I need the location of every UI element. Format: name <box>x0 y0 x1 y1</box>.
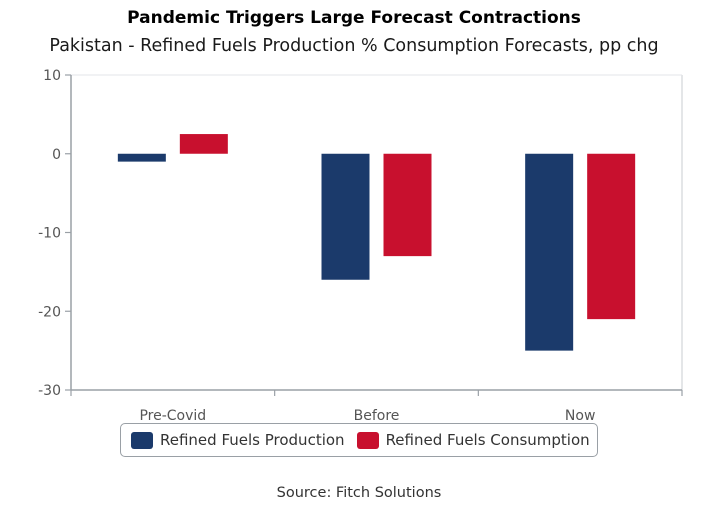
legend-label-production: Refined Fuels Production <box>160 431 345 449</box>
chart-legend: Refined Fuels Production Refined Fuels C… <box>120 423 598 457</box>
y-tick-label: -30 <box>38 383 61 399</box>
legend-swatch-production <box>131 431 153 449</box>
chart-title: Pandemic Triggers Large Forecast Contrac… <box>127 8 581 28</box>
legend-label-consumption: Refined Fuels Consumption <box>385 431 590 449</box>
legend-item-production: Refined Fuels Production <box>131 431 345 449</box>
y-tick-label: -10 <box>38 226 61 242</box>
y-tick-label: 0 <box>52 147 61 163</box>
x-tick-label: Pre-Covid <box>139 408 206 424</box>
x-tick-label: Before <box>354 408 400 424</box>
legend-swatch-consumption <box>356 431 379 449</box>
chart-subtitle: Pakistan - Refined Fuels Production % Co… <box>49 36 659 56</box>
bar-production-pre-covid <box>117 153 166 162</box>
y-tick-label: 10 <box>43 68 61 84</box>
bar-consumption-before <box>383 153 432 257</box>
source-note: Source: Fitch Solutions <box>276 485 442 501</box>
bar-production-before <box>321 153 370 280</box>
legend-item-consumption: Refined Fuels Consumption <box>356 431 590 449</box>
bar-consumption-now <box>587 153 636 320</box>
y-tick-label: -20 <box>38 304 61 320</box>
bar-production-now <box>525 153 574 351</box>
x-tick-label: Now <box>565 408 596 424</box>
bar-consumption-pre-covid <box>179 134 228 154</box>
